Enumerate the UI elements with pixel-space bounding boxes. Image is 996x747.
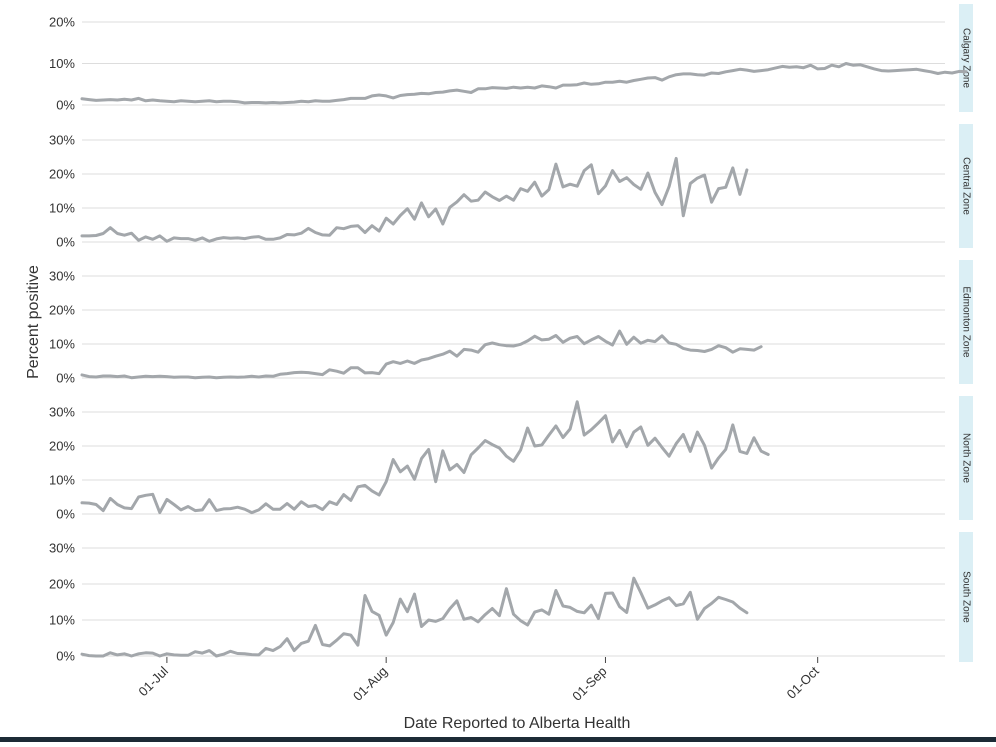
y-axis-label: Percent positive bbox=[25, 265, 42, 379]
facet-strip bbox=[959, 260, 973, 384]
panel-south-zone: 0% 10% 20% 30% South Zone bbox=[49, 532, 973, 664]
series-line bbox=[80, 62, 968, 105]
facet-strip bbox=[959, 4, 973, 112]
panel-central-zone: 0% 10% 20% 30% Central Zone bbox=[49, 124, 973, 250]
x-tick-label: 01-Sep bbox=[569, 664, 609, 704]
y-tick-label: 20% bbox=[49, 577, 75, 592]
x-tick-label: 01-Jul bbox=[135, 663, 171, 699]
x-tick-label: 01-Oct bbox=[784, 663, 822, 701]
facet-strip-label: South Zone bbox=[960, 571, 971, 623]
panel-edmonton-zone: 0% 10% 20% 30% Edmonton Zone bbox=[49, 260, 973, 386]
y-tick-label: 0% bbox=[56, 371, 75, 386]
panel-north-zone: 0% 10% 20% 30% North Zone bbox=[49, 396, 973, 522]
y-tick-label: 30% bbox=[49, 269, 75, 284]
facet-strip bbox=[959, 396, 973, 520]
y-tick-label: 30% bbox=[49, 133, 75, 148]
y-tick-label: 30% bbox=[49, 405, 75, 420]
y-tick-label: 30% bbox=[49, 541, 75, 556]
y-tick-label: 0% bbox=[56, 235, 75, 250]
facet-strip-label: Central Zone bbox=[960, 157, 971, 215]
y-tick-label: 0% bbox=[56, 507, 75, 522]
y-tick-label: 20% bbox=[49, 439, 75, 454]
series-line bbox=[80, 156, 749, 243]
y-tick-label: 20% bbox=[49, 15, 75, 30]
x-tick-label: 01-Aug bbox=[350, 664, 390, 704]
y-tick-label: 10% bbox=[49, 56, 75, 71]
window-bottom-edge bbox=[0, 737, 996, 742]
facet-strip-label: Edmonton Zone bbox=[960, 286, 971, 358]
y-tick-label: 10% bbox=[49, 201, 75, 216]
facet-strip bbox=[959, 124, 973, 248]
x-axis-label: Date Reported to Alberta Health bbox=[404, 715, 631, 732]
y-tick-label: 10% bbox=[49, 337, 75, 352]
y-tick-label: 20% bbox=[49, 303, 75, 318]
facet-strip-label: North Zone bbox=[960, 433, 971, 483]
series-line bbox=[80, 329, 763, 380]
series-line bbox=[80, 400, 770, 515]
y-tick-label: 10% bbox=[49, 473, 75, 488]
series-line bbox=[80, 576, 749, 658]
y-tick-label: 0% bbox=[56, 649, 75, 664]
y-tick-label: 10% bbox=[49, 613, 75, 628]
y-tick-label: 20% bbox=[49, 167, 75, 182]
panel-calgary-zone: 0% 10% 20% Calgary Zone bbox=[49, 4, 973, 113]
x-axis: 01-Jul 01-Aug 01-Sep 01-Oct bbox=[135, 657, 822, 704]
y-tick-label: 0% bbox=[56, 98, 75, 113]
facet-strip-label: Calgary Zone bbox=[960, 28, 971, 88]
facet-strip bbox=[959, 532, 973, 662]
panels-layer: 0% 10% 20% Calgary Zone 0% 10% 20% 30% Central Z… bbox=[49, 4, 973, 664]
